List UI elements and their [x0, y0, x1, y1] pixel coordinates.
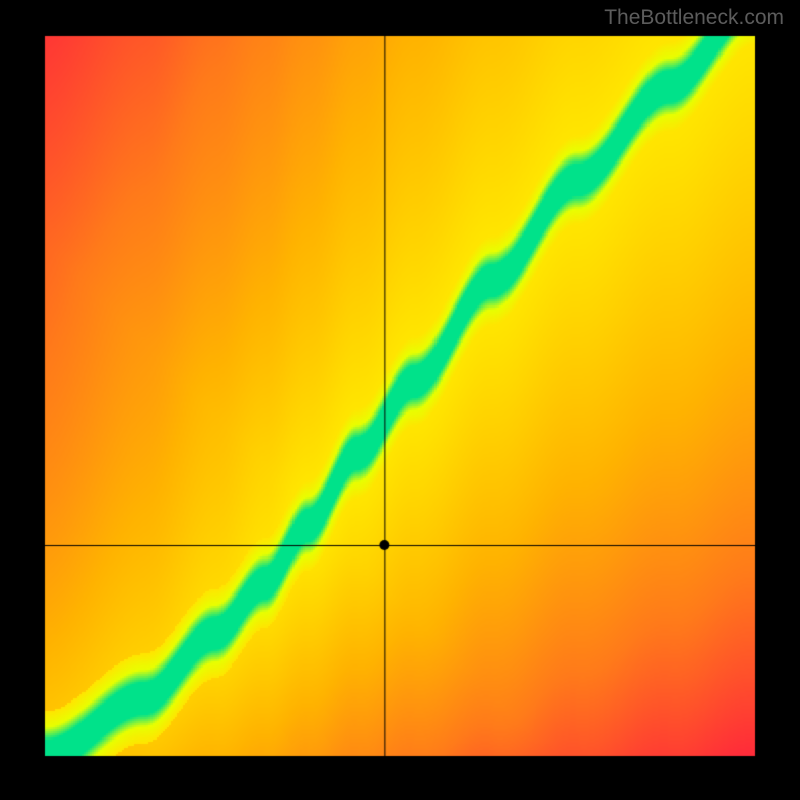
- bottleneck-heatmap: [0, 0, 800, 800]
- watermark-text: TheBottleneck.com: [604, 6, 784, 30]
